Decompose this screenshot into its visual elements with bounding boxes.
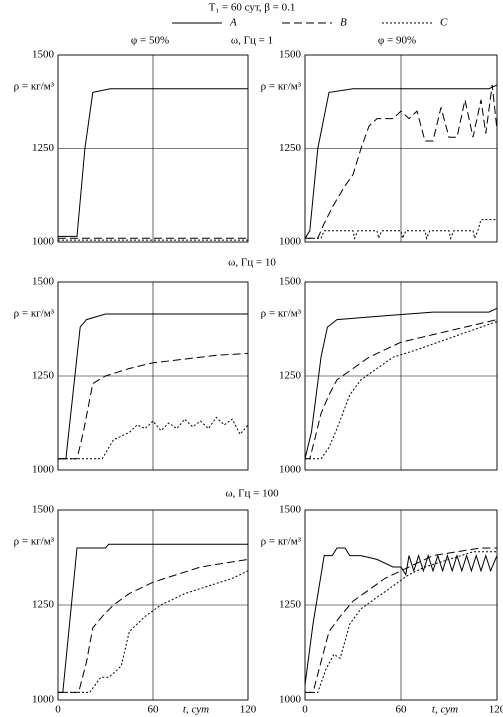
y-tick-label: 1500 xyxy=(279,49,302,61)
data-line xyxy=(305,551,497,693)
y-tick-label: 1000 xyxy=(279,694,302,706)
y-tick-label: 1500 xyxy=(279,276,302,288)
data-line xyxy=(58,558,249,693)
figure-title: T₁ = 60 сут, β = 0.1 xyxy=(209,2,296,14)
x-tick-label: 60 xyxy=(148,704,160,716)
column-header: φ = 90% xyxy=(378,35,416,47)
legend-label: C xyxy=(440,17,448,29)
y-tick-label: 1000 xyxy=(279,464,302,476)
y-tick-label: 1000 xyxy=(32,236,55,248)
row-header: ω, Гц = 1 xyxy=(231,35,273,47)
y-tick-label: 1250 xyxy=(32,599,55,611)
x-tick-label: 120 xyxy=(240,704,257,716)
data-line xyxy=(305,321,498,460)
y-tick-label: 1000 xyxy=(32,694,55,706)
column-header: φ = 50% xyxy=(131,35,169,47)
y-tick-label: 1000 xyxy=(279,236,302,248)
row-header: ω, Гц = 100 xyxy=(225,488,279,500)
y-tick-label: 1250 xyxy=(32,142,55,154)
x-tick-label: 0 xyxy=(55,704,61,716)
y-tick-label: 1500 xyxy=(279,504,302,516)
row-header: ω, Гц = 10 xyxy=(228,257,276,269)
y-tick-label: 1250 xyxy=(279,599,302,611)
data-line xyxy=(58,352,249,460)
data-line xyxy=(304,547,498,685)
legend-label: A xyxy=(229,17,237,29)
y-axis-label: ρ = кг/м³ xyxy=(14,308,55,320)
data-line xyxy=(58,88,248,237)
y-tick-label: 1000 xyxy=(32,464,55,476)
data-line xyxy=(305,319,498,460)
y-tick-label: 1250 xyxy=(32,370,55,382)
y-axis-label: ρ = кг/м³ xyxy=(261,536,302,548)
y-axis-label: ρ = кг/м³ xyxy=(14,536,55,548)
data-line xyxy=(305,547,497,693)
y-axis-label: ρ = кг/м³ xyxy=(261,308,302,320)
x-axis-label: t, сут xyxy=(432,704,458,716)
y-tick-label: 1500 xyxy=(32,504,55,516)
data-line xyxy=(304,84,498,239)
y-tick-label: 1500 xyxy=(32,276,55,288)
y-tick-label: 1250 xyxy=(279,370,302,382)
x-tick-label: 120 xyxy=(489,704,503,716)
y-tick-label: 1500 xyxy=(32,49,55,61)
y-tick-label: 1250 xyxy=(279,142,302,154)
legend-label: B xyxy=(340,17,347,29)
data-line xyxy=(304,307,498,459)
y-axis-label: ρ = кг/м³ xyxy=(261,81,302,93)
x-tick-label: 60 xyxy=(396,704,408,716)
x-tick-label: 0 xyxy=(302,704,308,716)
x-axis-label: t, сут xyxy=(183,704,209,716)
y-axis-label: ρ = кг/м³ xyxy=(14,81,55,93)
